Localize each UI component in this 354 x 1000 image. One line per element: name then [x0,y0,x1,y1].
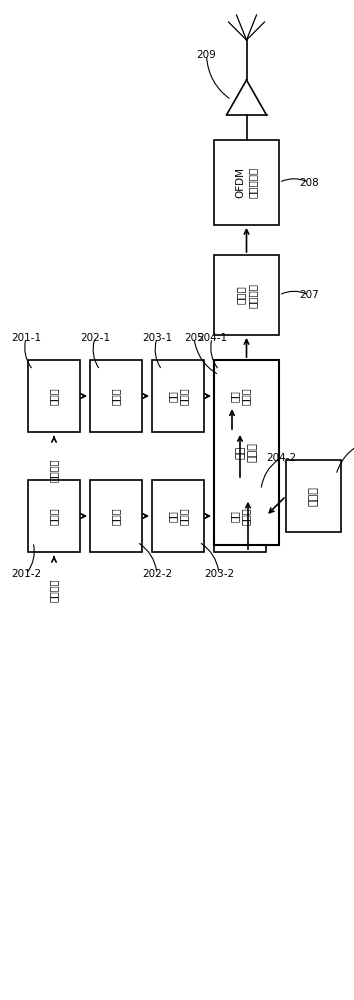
Text: 编码部: 编码部 [49,387,59,405]
Text: 205: 205 [184,333,204,343]
Text: 204-1: 204-1 [197,333,227,343]
Text: 功率
分配部: 功率 分配部 [167,507,189,525]
Text: 204-2: 204-2 [266,453,296,463]
Bar [286,460,341,532]
Text: 控制信
息复用部: 控制信 息复用部 [236,282,257,308]
Text: 资源
分配部: 资源 分配部 [229,387,251,405]
Text: 资源
分配部: 资源 分配部 [229,507,251,525]
Bar [90,360,142,432]
Bar [214,480,266,552]
Bar [214,140,279,225]
Text: 208: 208 [299,178,319,188]
Text: 203-1: 203-1 [142,333,172,343]
Text: 202-2: 202-2 [142,569,172,579]
Text: 信息比特: 信息比特 [49,458,59,482]
Text: 信息比特: 信息比特 [49,578,59,602]
Text: 功率
分配部: 功率 分配部 [167,387,189,405]
Text: 调制部: 调制部 [111,507,121,525]
Bar [214,255,279,335]
Text: 调制部: 调制部 [111,387,121,405]
Text: 203-2: 203-2 [204,569,234,579]
Bar [90,480,142,552]
Bar [28,360,80,432]
Text: 207: 207 [299,290,319,300]
Text: 信号
加法部: 信号 加法部 [236,443,257,462]
Bar [214,360,266,432]
Text: OFDM
信号生成部: OFDM 信号生成部 [236,167,257,198]
Text: 编码部: 编码部 [49,507,59,525]
Bar [28,480,80,552]
Text: 202-1: 202-1 [80,333,110,343]
Bar [152,360,204,432]
Text: 201-2: 201-2 [11,569,41,579]
Text: 调度部: 调度部 [308,486,319,506]
Text: 201-1: 201-1 [11,333,41,343]
Bar [152,480,204,552]
Text: 209: 209 [196,50,216,60]
Bar [214,360,279,545]
